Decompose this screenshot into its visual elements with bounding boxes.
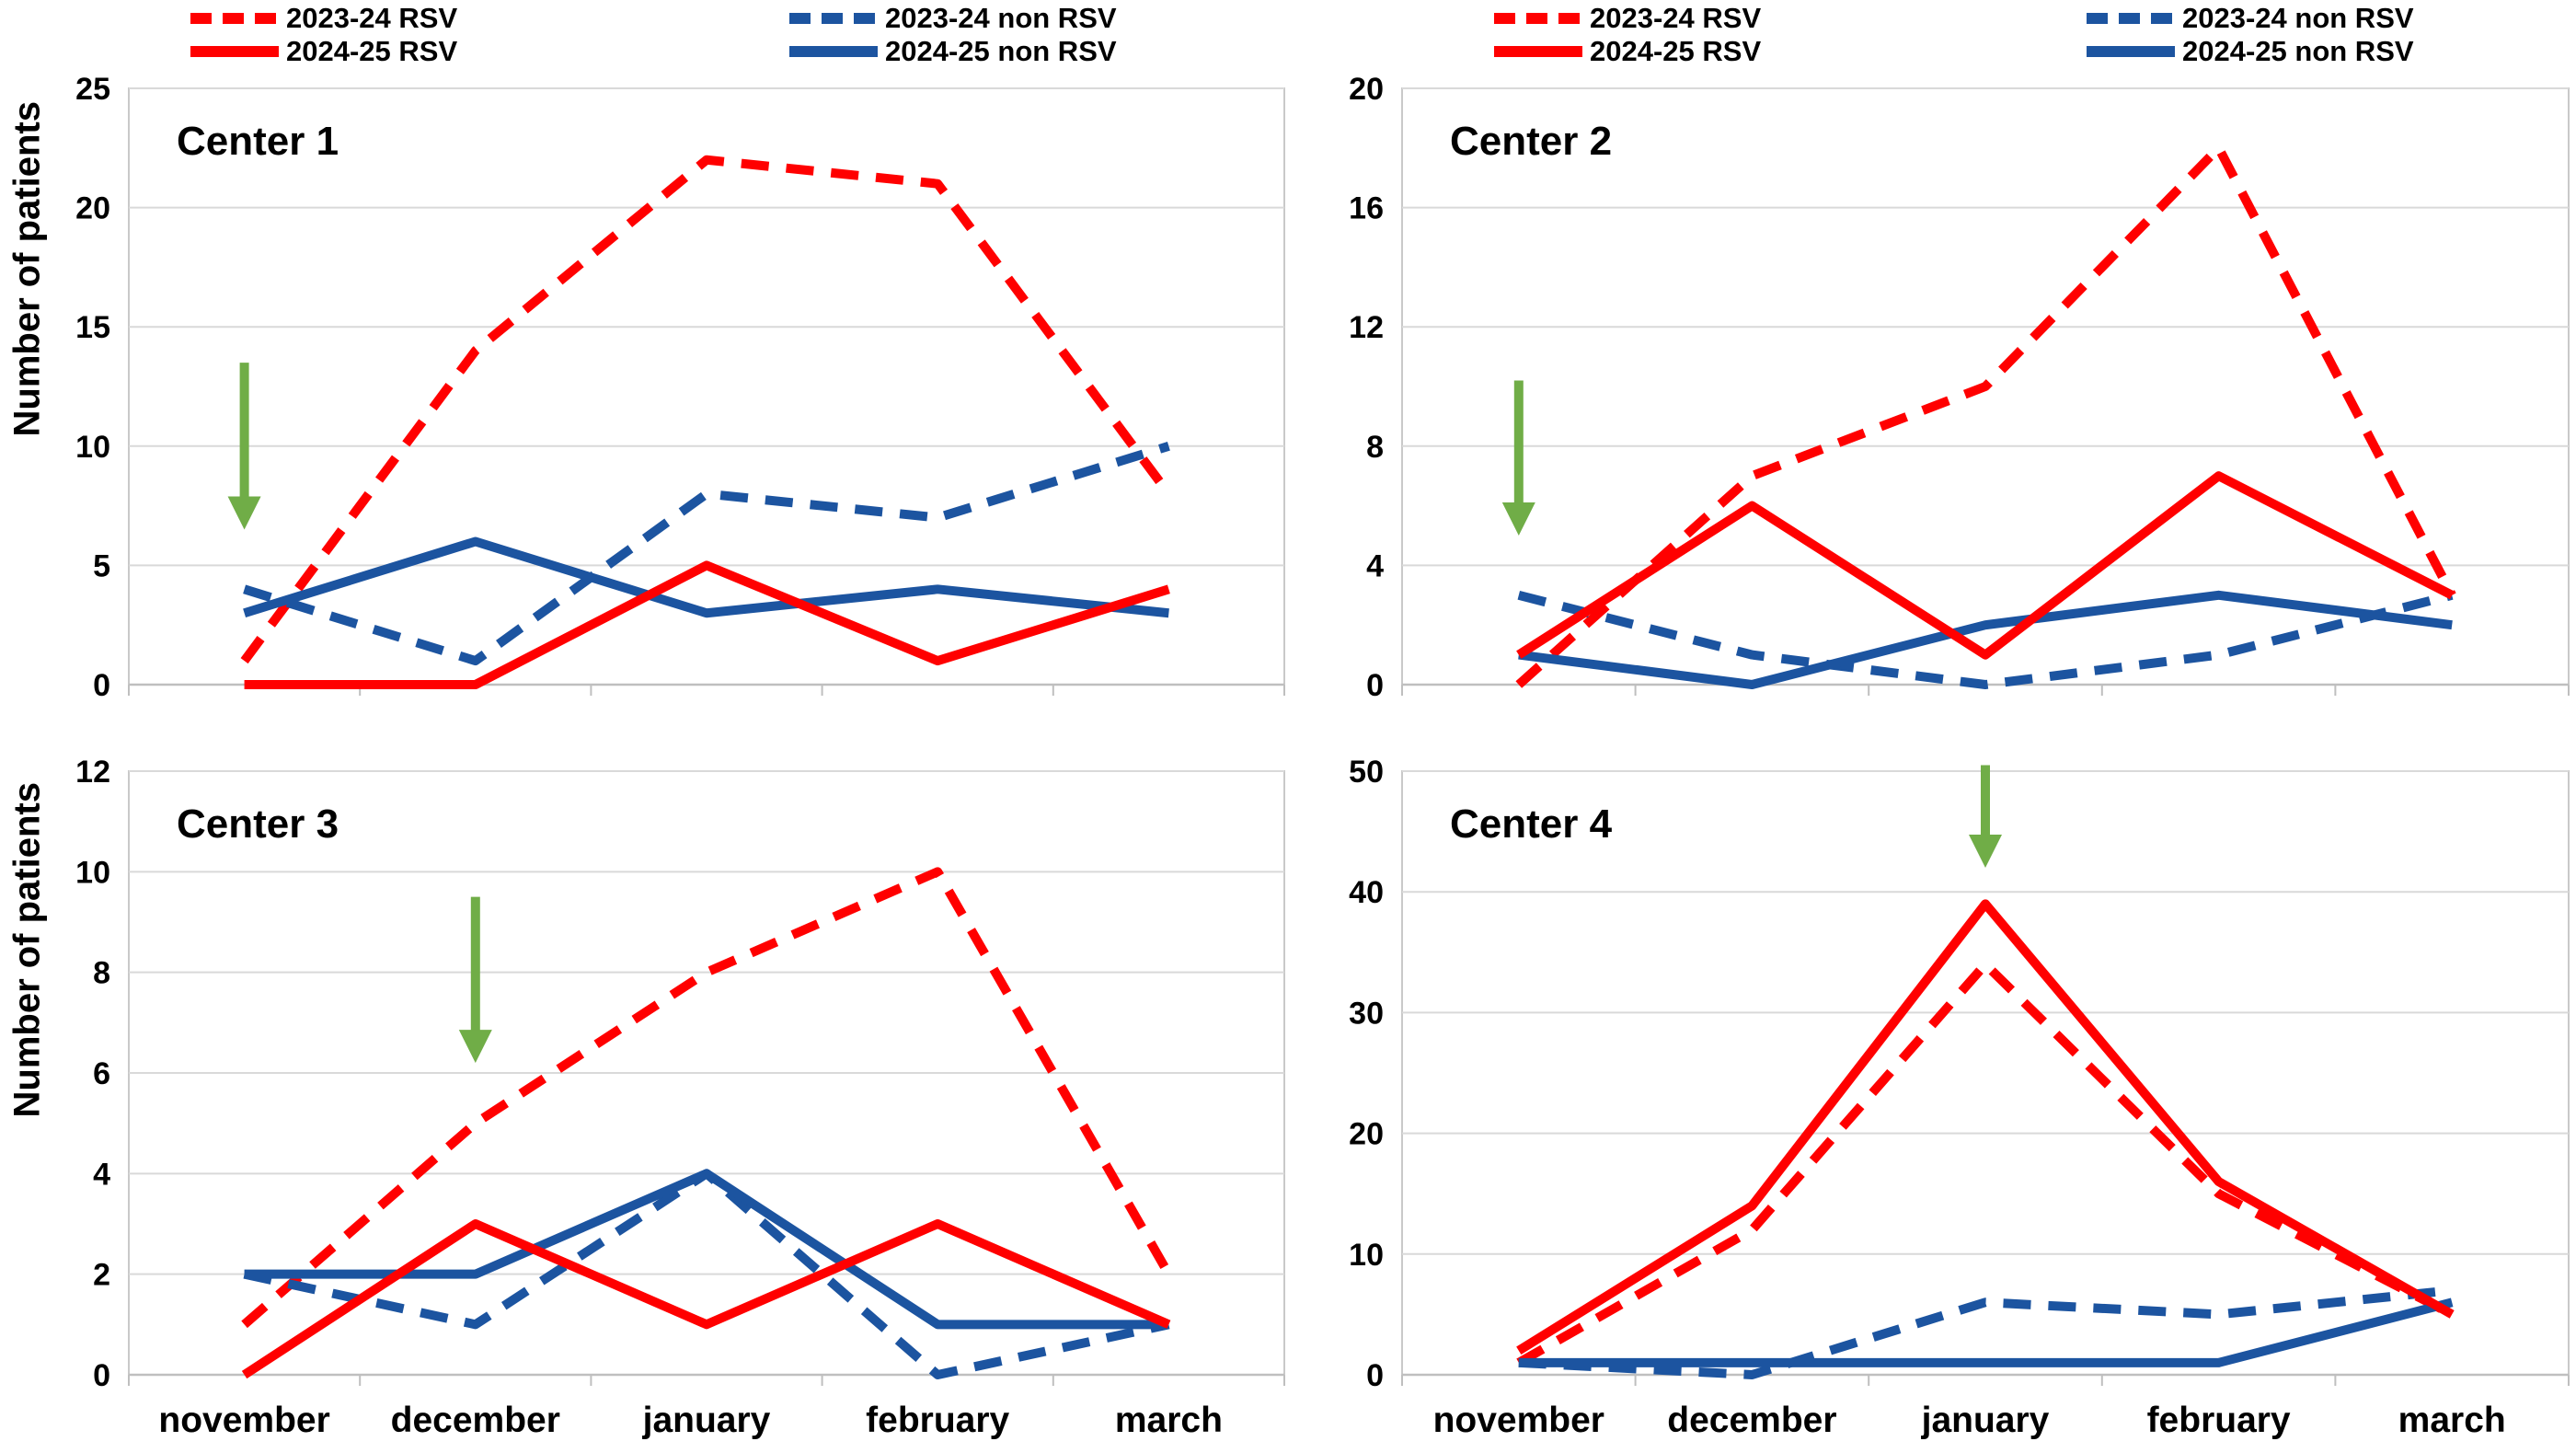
series-line-2024-25-non-rsv: [243, 536, 1169, 618]
dashed-red-line-icon: [1494, 13, 1582, 24]
x-tick-label: january: [1921, 1401, 2050, 1440]
x-tick-label: february: [866, 1401, 1009, 1440]
y-tick-label: 6: [93, 1056, 110, 1091]
solid-blue-line-icon: [789, 46, 878, 57]
y-tick-label: 16: [1349, 191, 1384, 226]
legend-item-label: 2023-24 RSV: [1590, 2, 1762, 34]
chart-title: Center 4: [1450, 801, 1613, 847]
legend-item-2024-25-rsv: 2024-25 RSV: [189, 35, 457, 68]
series-line-2023-24-rsv: [1515, 143, 2456, 688]
annotation-arrow-head: [1969, 834, 2002, 868]
series-line-2023-24-non-rsv: [243, 442, 1170, 666]
y-tick-label: 4: [1366, 548, 1384, 583]
y-tick-label: 4: [93, 1157, 110, 1192]
solid-red-line-icon: [1494, 46, 1582, 57]
solid-red-line-icon: [190, 46, 279, 57]
x-tick-label: march: [1115, 1401, 1223, 1440]
series-line-2024-25-non-rsv: [1518, 1297, 2454, 1367]
y-tick-label: 15: [75, 310, 110, 345]
y-tick-label: 50: [1349, 755, 1384, 790]
y-axis-label-bottom: Number of patients: [6, 782, 48, 1118]
y-tick-label: 12: [75, 755, 110, 790]
legend-item-label: 2023-24 non RSV: [2182, 2, 2414, 34]
legend-item-2023-24-non-rsv: 2023-24 non RSV: [2085, 2, 2414, 35]
legend-center2-non-rsv-column: 2023-24 non RSV 2024-25 non RSV: [2085, 2, 2414, 68]
legend-item-2024-25-non-rsv: 2024-25 non RSV: [788, 35, 1117, 68]
x-tick-label: november: [1433, 1401, 1604, 1440]
y-tick-label: 10: [1349, 1238, 1384, 1273]
annotation-arrow-head: [458, 1030, 492, 1064]
series-line-2024-25-rsv: [241, 1219, 1171, 1379]
legend-item-label: 2024-25 non RSV: [885, 35, 1117, 67]
solid-blue-line-icon: [2087, 46, 2175, 57]
y-tick-label: 30: [1349, 996, 1384, 1031]
y-axis-label-top: Number of patients: [6, 101, 48, 437]
dashed-blue-line-icon: [789, 13, 878, 24]
dashed-red-line-icon: [190, 13, 279, 24]
series-line-2024-25-non-rsv: [1518, 590, 2453, 689]
legend-item-2024-25-non-rsv: 2024-25 non RSV: [2085, 35, 2414, 68]
x-tick-label: february: [2147, 1401, 2291, 1440]
y-tick-label: 2: [93, 1258, 110, 1293]
x-tick-label: november: [158, 1401, 329, 1440]
series-line-2023-24-non-rsv: [1517, 590, 2454, 689]
y-tick-label: 20: [1349, 72, 1384, 107]
series-line-2023-24-rsv: [240, 155, 1173, 664]
x-tick-label: december: [391, 1401, 560, 1440]
dashed-blue-line-icon: [2087, 13, 2175, 24]
y-tick-label: 12: [1349, 310, 1384, 345]
legend-item-label: 2023-24 non RSV: [885, 2, 1117, 34]
chart-title: Center 1: [177, 119, 339, 164]
y-tick-label: 20: [1349, 1117, 1384, 1152]
legend-item-label: 2024-25 RSV: [286, 35, 458, 67]
y-tick-label: 0: [93, 1358, 110, 1393]
x-tick-label: december: [1667, 1401, 1836, 1440]
series-line-2024-25-rsv: [244, 560, 1170, 689]
legend-center1-rsv-column: 2023-24 RSV 2024-25 RSV: [189, 2, 457, 68]
y-tick-label: 20: [75, 191, 110, 226]
legend-item-2023-24-rsv: 2023-24 RSV: [189, 2, 457, 35]
x-tick-label: march: [2398, 1401, 2506, 1440]
y-tick-label: 10: [75, 855, 110, 890]
y-tick-label: 5: [93, 548, 110, 583]
chart-title: Center 3: [177, 801, 339, 847]
legend-item-2023-24-non-rsv: 2023-24 non RSV: [788, 2, 1117, 35]
y-tick-label: 0: [1366, 1358, 1384, 1393]
legend-item-label: 2024-25 non RSV: [2182, 35, 2414, 67]
y-tick-label: 40: [1349, 875, 1384, 910]
annotation-arrow-head: [227, 496, 261, 530]
legend-center1-non-rsv-column: 2023-24 non RSV 2024-25 non RSV: [788, 2, 1117, 68]
series-line-2023-24-rsv: [241, 867, 1173, 1329]
y-tick-label: 10: [75, 430, 110, 465]
y-tick-label: 0: [1366, 668, 1384, 703]
legend-item-label: 2023-24 RSV: [286, 2, 458, 34]
legend-center2-rsv-column: 2023-24 RSV 2024-25 RSV: [1492, 2, 1761, 68]
chart-title: Center 2: [1450, 119, 1612, 164]
y-tick-label: 8: [1366, 430, 1384, 465]
annotation-arrow-head: [1501, 502, 1535, 536]
y-tick-label: 25: [75, 72, 110, 107]
y-tick-label: 0: [93, 668, 110, 703]
series-line-2023-24-non-rsv: [1518, 1286, 2453, 1379]
series-line-2024-25-rsv: [1516, 471, 2455, 660]
legend-item-label: 2024-25 RSV: [1590, 35, 1762, 67]
y-tick-label: 8: [93, 956, 110, 991]
legend-item-2024-25-rsv: 2024-25 RSV: [1492, 35, 1761, 68]
x-tick-label: january: [642, 1401, 771, 1440]
legend-item-2023-24-rsv: 2023-24 RSV: [1492, 2, 1761, 35]
series-line-2024-25-rsv: [1516, 899, 2455, 1355]
